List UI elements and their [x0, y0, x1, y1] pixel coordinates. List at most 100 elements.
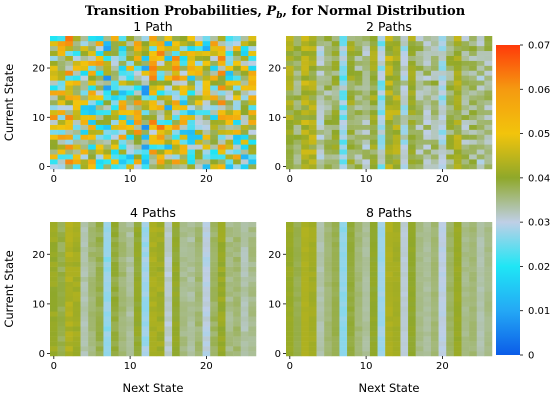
- heatmap-cell: [484, 90, 493, 96]
- heatmap-cell: [179, 60, 188, 66]
- heatmap-cell: [187, 226, 196, 233]
- heatmap-cell: [301, 75, 310, 81]
- heatmap-cell: [95, 70, 104, 76]
- heatmap-cell: [72, 60, 81, 66]
- heatmap-cell: [141, 306, 150, 312]
- heatmap-cell: [400, 154, 409, 160]
- heatmap-cell: [88, 241, 97, 248]
- heatmap-cell: [50, 321, 58, 327]
- heatmap-cell: [133, 336, 142, 342]
- heatmap-cell: [248, 241, 257, 248]
- heatmap-cell: [88, 251, 97, 257]
- heatmap-cell: [453, 246, 462, 253]
- heatmap-cell: [80, 301, 89, 307]
- heatmap-cell: [400, 85, 409, 91]
- heatmap-cell: [126, 346, 135, 352]
- heatmap-cell: [164, 311, 173, 317]
- heatmap-cell: [217, 222, 226, 228]
- heatmap-cell: [400, 129, 409, 135]
- heatmap-cell: [88, 154, 97, 160]
- heatmap-cell: [248, 95, 257, 101]
- heatmap-cell: [233, 75, 241, 81]
- heatmap-cell: [324, 114, 333, 120]
- heatmap-cell: [50, 341, 58, 347]
- heatmap-cell: [293, 231, 302, 238]
- heatmap-cell: [133, 124, 142, 130]
- heatmap-cell: [210, 296, 219, 302]
- heatmap-cell: [362, 256, 371, 262]
- heatmap-cell: [133, 109, 142, 116]
- heatmap-cell: [316, 80, 325, 86]
- heatmap-cell: [316, 331, 325, 337]
- heatmap-cell: [210, 85, 219, 91]
- heatmap-cell: [111, 351, 119, 357]
- heatmap-cell: [133, 226, 142, 233]
- x-axis-label: Next State: [359, 381, 420, 395]
- heatmap-cell: [469, 40, 477, 47]
- heatmap-cell: [57, 266, 66, 272]
- heatmap-cell: [430, 321, 439, 327]
- heatmap-cell: [172, 75, 180, 81]
- heatmap-cell: [461, 159, 470, 165]
- heatmap-cell: [179, 271, 188, 277]
- heatmap-cell: [217, 266, 226, 272]
- heatmap-cell: [164, 246, 173, 253]
- heatmap-cell: [111, 36, 119, 42]
- heatmap-cell: [103, 311, 112, 317]
- heatmap-cell: [187, 55, 196, 61]
- heatmap-cell: [103, 271, 112, 277]
- heatmap-cell: [210, 114, 219, 120]
- heatmap-cell: [324, 144, 333, 150]
- heatmap-cell: [362, 311, 371, 317]
- heatmap-cell: [95, 55, 104, 61]
- heatmap-cell: [103, 251, 112, 257]
- heatmap-cell: [172, 306, 180, 312]
- heatmap-cell: [156, 104, 165, 111]
- heatmap-cell: [103, 80, 112, 86]
- heatmap-cell: [324, 164, 333, 170]
- heatmap-cell: [331, 109, 340, 116]
- heatmap-cell: [286, 45, 294, 52]
- heatmap-cell: [392, 281, 401, 287]
- heatmap-cell: [316, 286, 325, 292]
- heatmap-cell: [324, 75, 333, 81]
- heatmap-cell: [408, 351, 416, 357]
- heatmap-cell: [301, 109, 310, 116]
- heatmap-cell: [324, 95, 333, 101]
- heatmap-cell: [377, 311, 386, 317]
- heatmap-cell: [446, 80, 455, 86]
- heatmap-cell: [210, 306, 219, 312]
- heatmap-cell: [446, 222, 455, 228]
- heatmap-cell: [187, 109, 196, 116]
- heatmap-cell: [446, 124, 455, 130]
- heatmap-cell: [415, 246, 424, 253]
- heatmap-cell: [187, 266, 196, 272]
- heatmap-cell: [354, 129, 363, 135]
- heatmap-cell: [164, 341, 173, 347]
- heatmap-cell: [469, 70, 477, 76]
- heatmap-cell: [118, 144, 127, 150]
- heatmap-cell: [469, 256, 477, 262]
- heatmap-cell: [217, 119, 226, 125]
- heatmap-cell: [423, 251, 432, 257]
- heatmap-cell: [347, 129, 355, 135]
- heatmap-cell: [240, 154, 249, 160]
- heatmap-cell: [369, 90, 378, 96]
- heatmap-cell: [308, 346, 317, 352]
- heatmap-cell: [57, 326, 66, 332]
- heatmap-cell: [377, 296, 386, 302]
- heatmap-cell: [438, 256, 447, 262]
- heatmap-cell: [172, 261, 180, 267]
- heatmap-cell: [202, 266, 211, 272]
- heatmap-cell: [80, 231, 89, 238]
- heatmap-cell: [141, 231, 150, 238]
- heatmap-cell: [423, 114, 432, 120]
- heatmap-cell: [430, 222, 439, 228]
- heatmap-cell: [225, 129, 234, 135]
- heatmap-cell: [240, 144, 249, 150]
- heatmap-cell: [293, 55, 302, 61]
- heatmap-cell: [461, 154, 470, 160]
- heatmap-cell: [476, 80, 485, 86]
- heatmap-cell: [225, 281, 234, 287]
- heatmap-cell: [362, 336, 371, 342]
